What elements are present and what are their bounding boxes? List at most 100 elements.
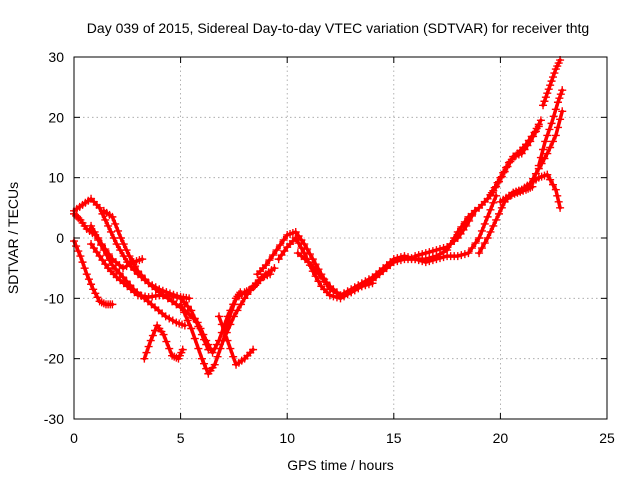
data-point-marker <box>497 203 506 212</box>
data-point-marker <box>526 179 535 188</box>
data-point-marker <box>276 241 285 250</box>
data-point-marker <box>169 292 178 301</box>
data-point-marker <box>97 240 106 249</box>
data-point-marker <box>480 219 489 228</box>
data-point-marker <box>202 340 211 349</box>
data-point-marker <box>133 267 142 276</box>
data-point-marker <box>540 97 549 106</box>
track-13-line <box>296 251 375 298</box>
data-point-marker <box>140 354 149 363</box>
data-point-marker <box>92 248 101 257</box>
data-point-marker <box>197 330 206 339</box>
data-point-marker <box>229 312 238 321</box>
data-point-marker <box>297 244 306 253</box>
data-point-marker <box>532 124 541 133</box>
data-point-marker <box>74 247 83 256</box>
data-point-marker <box>80 264 89 273</box>
data-point-marker <box>529 174 538 183</box>
data-point-marker <box>222 328 231 337</box>
data-point-marker <box>226 320 235 329</box>
data-point-marker <box>194 322 203 331</box>
data-point-marker <box>432 255 441 264</box>
data-point-marker <box>502 163 511 172</box>
y-tick-label: -10 <box>44 290 64 306</box>
data-point-marker <box>315 270 324 279</box>
data-point-marker <box>364 280 373 289</box>
track-16 <box>487 116 545 197</box>
x-tick-label: 10 <box>279 430 295 446</box>
data-point-marker <box>95 203 104 212</box>
data-point-marker <box>421 249 430 258</box>
data-point-marker <box>108 212 117 221</box>
data-point-marker <box>336 291 345 300</box>
data-point-marker <box>555 94 564 103</box>
track-3 <box>70 237 117 309</box>
data-point-marker <box>249 345 258 354</box>
track-19 <box>534 86 567 170</box>
data-point-marker <box>270 264 279 273</box>
data-point-marker <box>457 251 466 260</box>
track-12-line <box>276 194 498 301</box>
data-point-marker <box>477 226 486 235</box>
data-point-marker <box>131 262 140 271</box>
data-point-marker <box>543 170 552 179</box>
track-13 <box>293 249 377 300</box>
data-point-marker <box>393 257 402 266</box>
data-point-marker <box>492 215 501 224</box>
data-point-marker <box>180 308 189 317</box>
data-point-marker <box>554 197 563 206</box>
data-point-marker <box>524 136 533 145</box>
data-point-marker <box>265 256 274 265</box>
data-point-marker <box>521 140 530 149</box>
data-point-marker <box>480 239 489 248</box>
data-point-marker <box>93 293 102 302</box>
data-point-marker <box>148 331 157 340</box>
data-point-marker <box>418 250 427 259</box>
data-point-marker <box>558 86 567 95</box>
data-point-marker <box>425 248 434 257</box>
data-point-marker <box>487 188 496 197</box>
data-point-marker <box>541 93 550 102</box>
data-point-marker <box>187 306 196 315</box>
data-point-marker <box>87 240 96 249</box>
data-series <box>70 56 567 378</box>
data-point-marker <box>551 185 560 194</box>
data-point-marker <box>471 239 480 248</box>
data-point-marker <box>550 69 559 78</box>
track-2 <box>70 209 189 330</box>
data-point-marker <box>311 266 320 275</box>
x-axis-label: GPS time / hours <box>287 457 394 473</box>
data-point-marker <box>462 221 471 230</box>
data-point-marker <box>558 107 567 116</box>
y-tick-label: 0 <box>56 230 64 246</box>
data-point-marker <box>277 251 286 260</box>
data-point-marker <box>229 300 238 309</box>
data-point-marker <box>101 215 110 224</box>
data-point-marker <box>261 261 270 270</box>
track-12 <box>274 191 501 303</box>
data-point-marker <box>543 89 552 98</box>
data-point-marker <box>318 274 327 283</box>
data-point-marker <box>453 234 462 242</box>
data-point-marker <box>467 244 476 253</box>
data-point-marker <box>212 340 221 349</box>
x-tick-label: 5 <box>177 430 185 446</box>
data-point-marker <box>340 290 349 299</box>
data-point-marker <box>546 143 555 152</box>
data-point-marker <box>183 316 192 325</box>
data-point-marker <box>87 221 96 230</box>
data-point-marker <box>544 85 553 94</box>
data-point-marker <box>465 216 474 225</box>
data-point-marker <box>325 291 334 300</box>
data-point-marker <box>109 234 118 242</box>
y-tick-label: -20 <box>44 351 64 367</box>
data-point-marker <box>165 344 174 353</box>
data-point-marker <box>322 278 331 287</box>
data-point-marker <box>101 260 110 269</box>
data-point-marker <box>144 342 153 351</box>
y-tick-label: 20 <box>48 109 64 125</box>
data-point-marker <box>226 344 235 353</box>
data-point-marker <box>108 300 117 309</box>
data-point-marker <box>551 105 560 114</box>
